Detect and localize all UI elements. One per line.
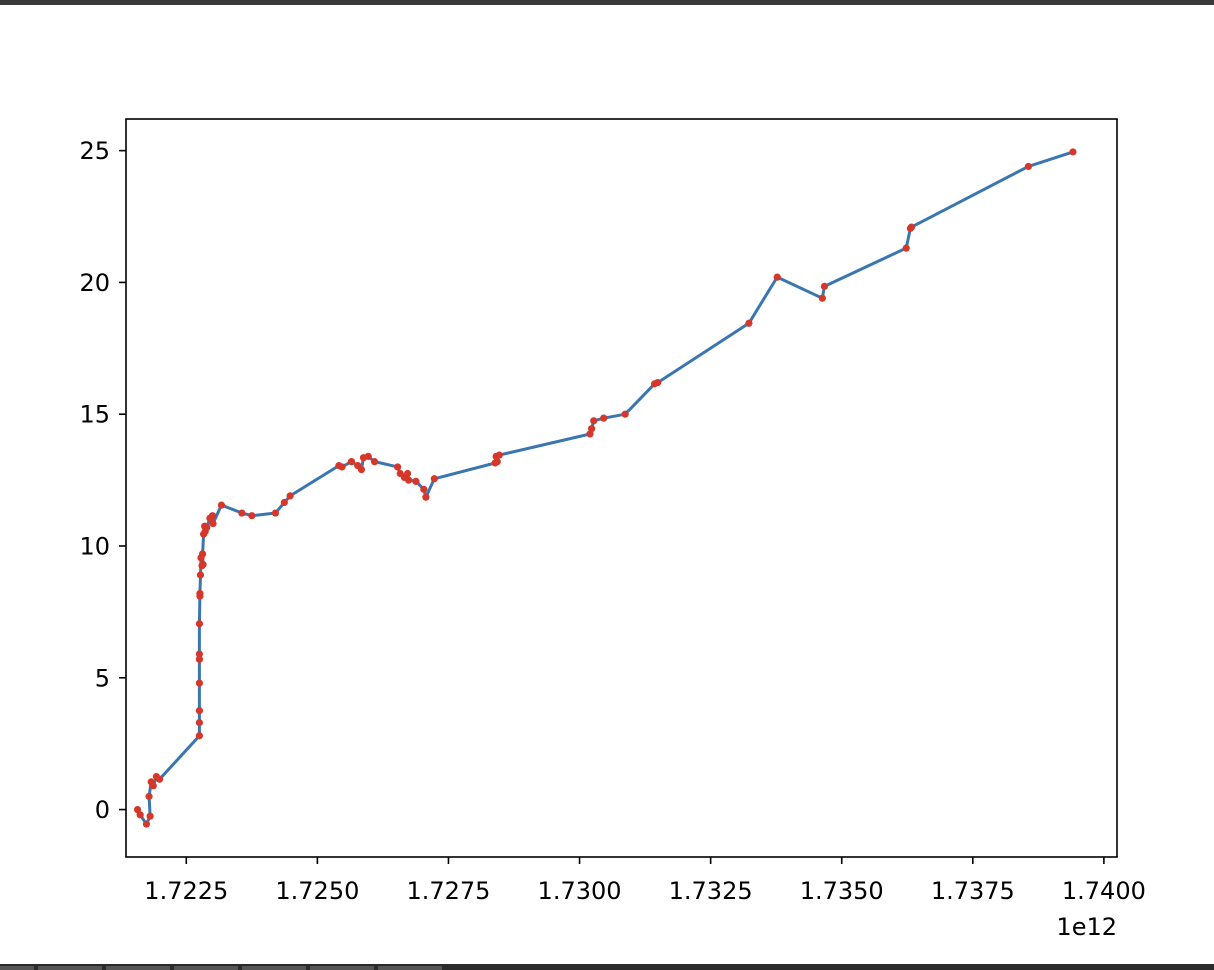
- data-point: [338, 463, 346, 471]
- taskbar-tab[interactable]: [0, 966, 34, 970]
- x-tick-label: 1.7325: [669, 877, 753, 905]
- y-tick-label: 25: [79, 137, 110, 165]
- data-point: [195, 718, 204, 727]
- data-point: [370, 458, 379, 466]
- data-point: [217, 501, 226, 509]
- data-point: [280, 498, 288, 507]
- x-tick-label: 1.7225: [144, 877, 228, 905]
- data-point: [238, 509, 246, 517]
- data-point: [590, 417, 598, 425]
- data-point: [420, 485, 428, 493]
- data-point: [907, 223, 916, 231]
- y-tick-label: 20: [79, 269, 110, 297]
- y-tick-label: 15: [79, 401, 110, 429]
- data-point: [248, 512, 256, 520]
- x-tick-label: 1.7375: [931, 877, 1015, 905]
- x-tick-label: 1.7275: [406, 877, 490, 905]
- taskbar: [0, 964, 1214, 970]
- taskbar-tab[interactable]: [106, 966, 170, 970]
- data-point: [286, 492, 294, 500]
- taskbar-tab[interactable]: [242, 966, 306, 970]
- x-tick-label: 1.7300: [538, 877, 622, 905]
- data-point: [412, 477, 420, 486]
- data-point: [196, 589, 204, 598]
- data-point: [394, 463, 402, 471]
- y-axis: 0 5 10 15 20 25: [79, 137, 126, 824]
- data-point: [195, 732, 204, 740]
- data-point: [196, 571, 205, 579]
- data-point: [209, 519, 217, 528]
- data-point: [588, 425, 596, 433]
- data-point: [430, 475, 438, 483]
- data-point: [403, 469, 412, 478]
- data-point: [1069, 148, 1077, 156]
- data-point: [195, 620, 204, 628]
- data-point: [422, 493, 430, 501]
- taskbar-tab[interactable]: [378, 966, 442, 970]
- data-point: [493, 458, 501, 466]
- x-axis-offset-label: 1e12: [1056, 913, 1117, 941]
- y-tick-label: 5: [95, 664, 110, 692]
- data-point: [199, 560, 207, 569]
- data-point: [654, 378, 662, 387]
- data-point: [1024, 162, 1032, 171]
- data-point: [820, 282, 829, 290]
- y-tick-label: 0: [95, 796, 110, 824]
- x-tick-label: 1.7250: [275, 877, 359, 905]
- series-layer: [133, 148, 1077, 828]
- data-point: [142, 820, 151, 828]
- window-top-border: [0, 0, 1214, 5]
- data-point: [364, 452, 372, 460]
- data-point: [195, 655, 204, 663]
- data-point: [146, 812, 154, 820]
- x-axis: 1.7225 1.7250 1.7275 1.7300 1.7325 1.7350 1.73…: [144, 857, 1146, 905]
- x-tick-label: 1.7400: [1062, 877, 1146, 905]
- y-tick-label: 10: [79, 532, 110, 560]
- data-point: [271, 509, 280, 517]
- data-point: [145, 792, 153, 800]
- data-point: [600, 414, 608, 422]
- data-point: [208, 512, 217, 520]
- data-point: [136, 811, 144, 819]
- x-tick-label: 1.7350: [800, 877, 884, 905]
- data-point: [149, 782, 157, 790]
- taskbar-tab[interactable]: [310, 966, 374, 970]
- data-point: [195, 679, 204, 687]
- data-point: [347, 458, 356, 466]
- data-point: [195, 650, 204, 658]
- data-point: [357, 465, 366, 474]
- data-point: [495, 451, 503, 459]
- data-point: [195, 707, 204, 715]
- data-point: [745, 319, 753, 327]
- data-point: [155, 775, 164, 783]
- taskbar-tab[interactable]: [38, 966, 102, 970]
- data-point: [198, 550, 207, 558]
- data-point: [818, 294, 826, 302]
- data-point: [405, 476, 413, 484]
- data-point: [902, 244, 910, 252]
- data-point: [773, 273, 781, 281]
- taskbar-tab[interactable]: [174, 966, 238, 970]
- data-point: [203, 523, 211, 532]
- data-point: [621, 410, 629, 418]
- plot-area: [125, 118, 1118, 858]
